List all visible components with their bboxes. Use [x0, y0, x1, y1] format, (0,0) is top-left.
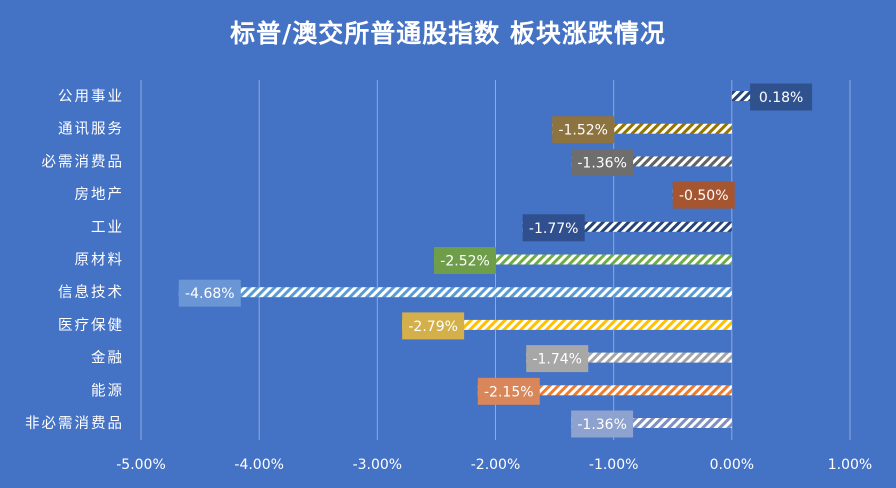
- data-label-box: [750, 83, 813, 111]
- data-label-text: -1.36%: [577, 155, 627, 171]
- data-label-text: -4.68%: [185, 286, 235, 302]
- data-label-box: [477, 377, 540, 405]
- bar: [571, 156, 732, 167]
- data-label-text: -1.77%: [529, 221, 579, 237]
- x-tick-label: 1.00%: [828, 457, 872, 473]
- data-label-box: [672, 181, 735, 209]
- x-tick-label: -3.00%: [353, 457, 403, 473]
- x-tick-label: -5.00%: [116, 457, 166, 473]
- category-label: 工业: [91, 219, 124, 236]
- data-label-text: -2.79%: [408, 319, 458, 335]
- category-label: 信息技术: [58, 284, 124, 301]
- bar: [434, 254, 732, 265]
- category-label: 能源: [91, 382, 124, 399]
- x-tick-label: -1.00%: [589, 457, 639, 473]
- data-label-box: [571, 148, 634, 176]
- bar: [178, 287, 732, 298]
- data-label: -1.36%: [571, 148, 634, 176]
- chart-title: 标普/澳交所普通股指数 板块涨跌情况: [230, 19, 666, 48]
- data-label-text: -2.15%: [484, 384, 534, 400]
- data-label: -2.15%: [477, 377, 540, 405]
- data-label-text: -1.74%: [532, 352, 582, 368]
- data-label-box: [571, 410, 634, 438]
- category-label: 通讯服务: [58, 121, 124, 138]
- data-label-box: [526, 345, 589, 373]
- bar: [526, 352, 732, 363]
- bar: [477, 385, 732, 396]
- category-label: 公用事业: [58, 88, 124, 105]
- data-label: -4.68%: [178, 279, 241, 307]
- data-label-text: -2.52%: [440, 254, 490, 270]
- x-tick-label: -2.00%: [471, 457, 521, 473]
- data-label: -2.52%: [434, 247, 497, 274]
- bar: [522, 221, 732, 232]
- data-label: -2.79%: [402, 312, 465, 340]
- bar: [731, 91, 754, 101]
- data-label-box: [402, 312, 465, 340]
- data-label-text: -0.50%: [679, 188, 729, 204]
- category-label: 必需消费品: [42, 153, 125, 170]
- bar: [571, 418, 732, 428]
- data-label: -1.52%: [552, 116, 615, 144]
- data-label: -1.77%: [522, 214, 585, 242]
- data-label-text: -1.36%: [577, 417, 627, 433]
- data-label: -1.36%: [571, 410, 634, 438]
- data-label-layer: 0.18% -1.52% -1.36% -0.50% -1.77% -2.52% -4.68…: [178, 83, 813, 438]
- data-label: -0.50%: [672, 181, 735, 209]
- category-label: 非必需消费品: [25, 415, 124, 432]
- category-label: 原材料: [75, 252, 125, 269]
- data-label: -1.74%: [526, 345, 589, 373]
- category-label: 金融: [91, 350, 124, 367]
- category-label: 房地产: [75, 186, 125, 203]
- x-tick-label: 0.00%: [710, 457, 754, 473]
- data-label-text: -1.52%: [558, 123, 608, 139]
- value-axis: -5.00% -4.00% -3.00% -2.00% -1.00% 0.00% 1.00%: [116, 457, 872, 473]
- bar: [552, 123, 732, 134]
- data-label: 0.18%: [750, 83, 813, 111]
- data-label-text: 0.18%: [759, 90, 803, 106]
- category-label: 医疗保健: [58, 317, 124, 334]
- data-label-box: [522, 214, 585, 242]
- data-label-box: [552, 116, 615, 144]
- data-label-box: [434, 247, 497, 274]
- bar: [402, 319, 732, 330]
- data-label-box: [178, 279, 241, 307]
- x-tick-label: -4.00%: [234, 457, 284, 473]
